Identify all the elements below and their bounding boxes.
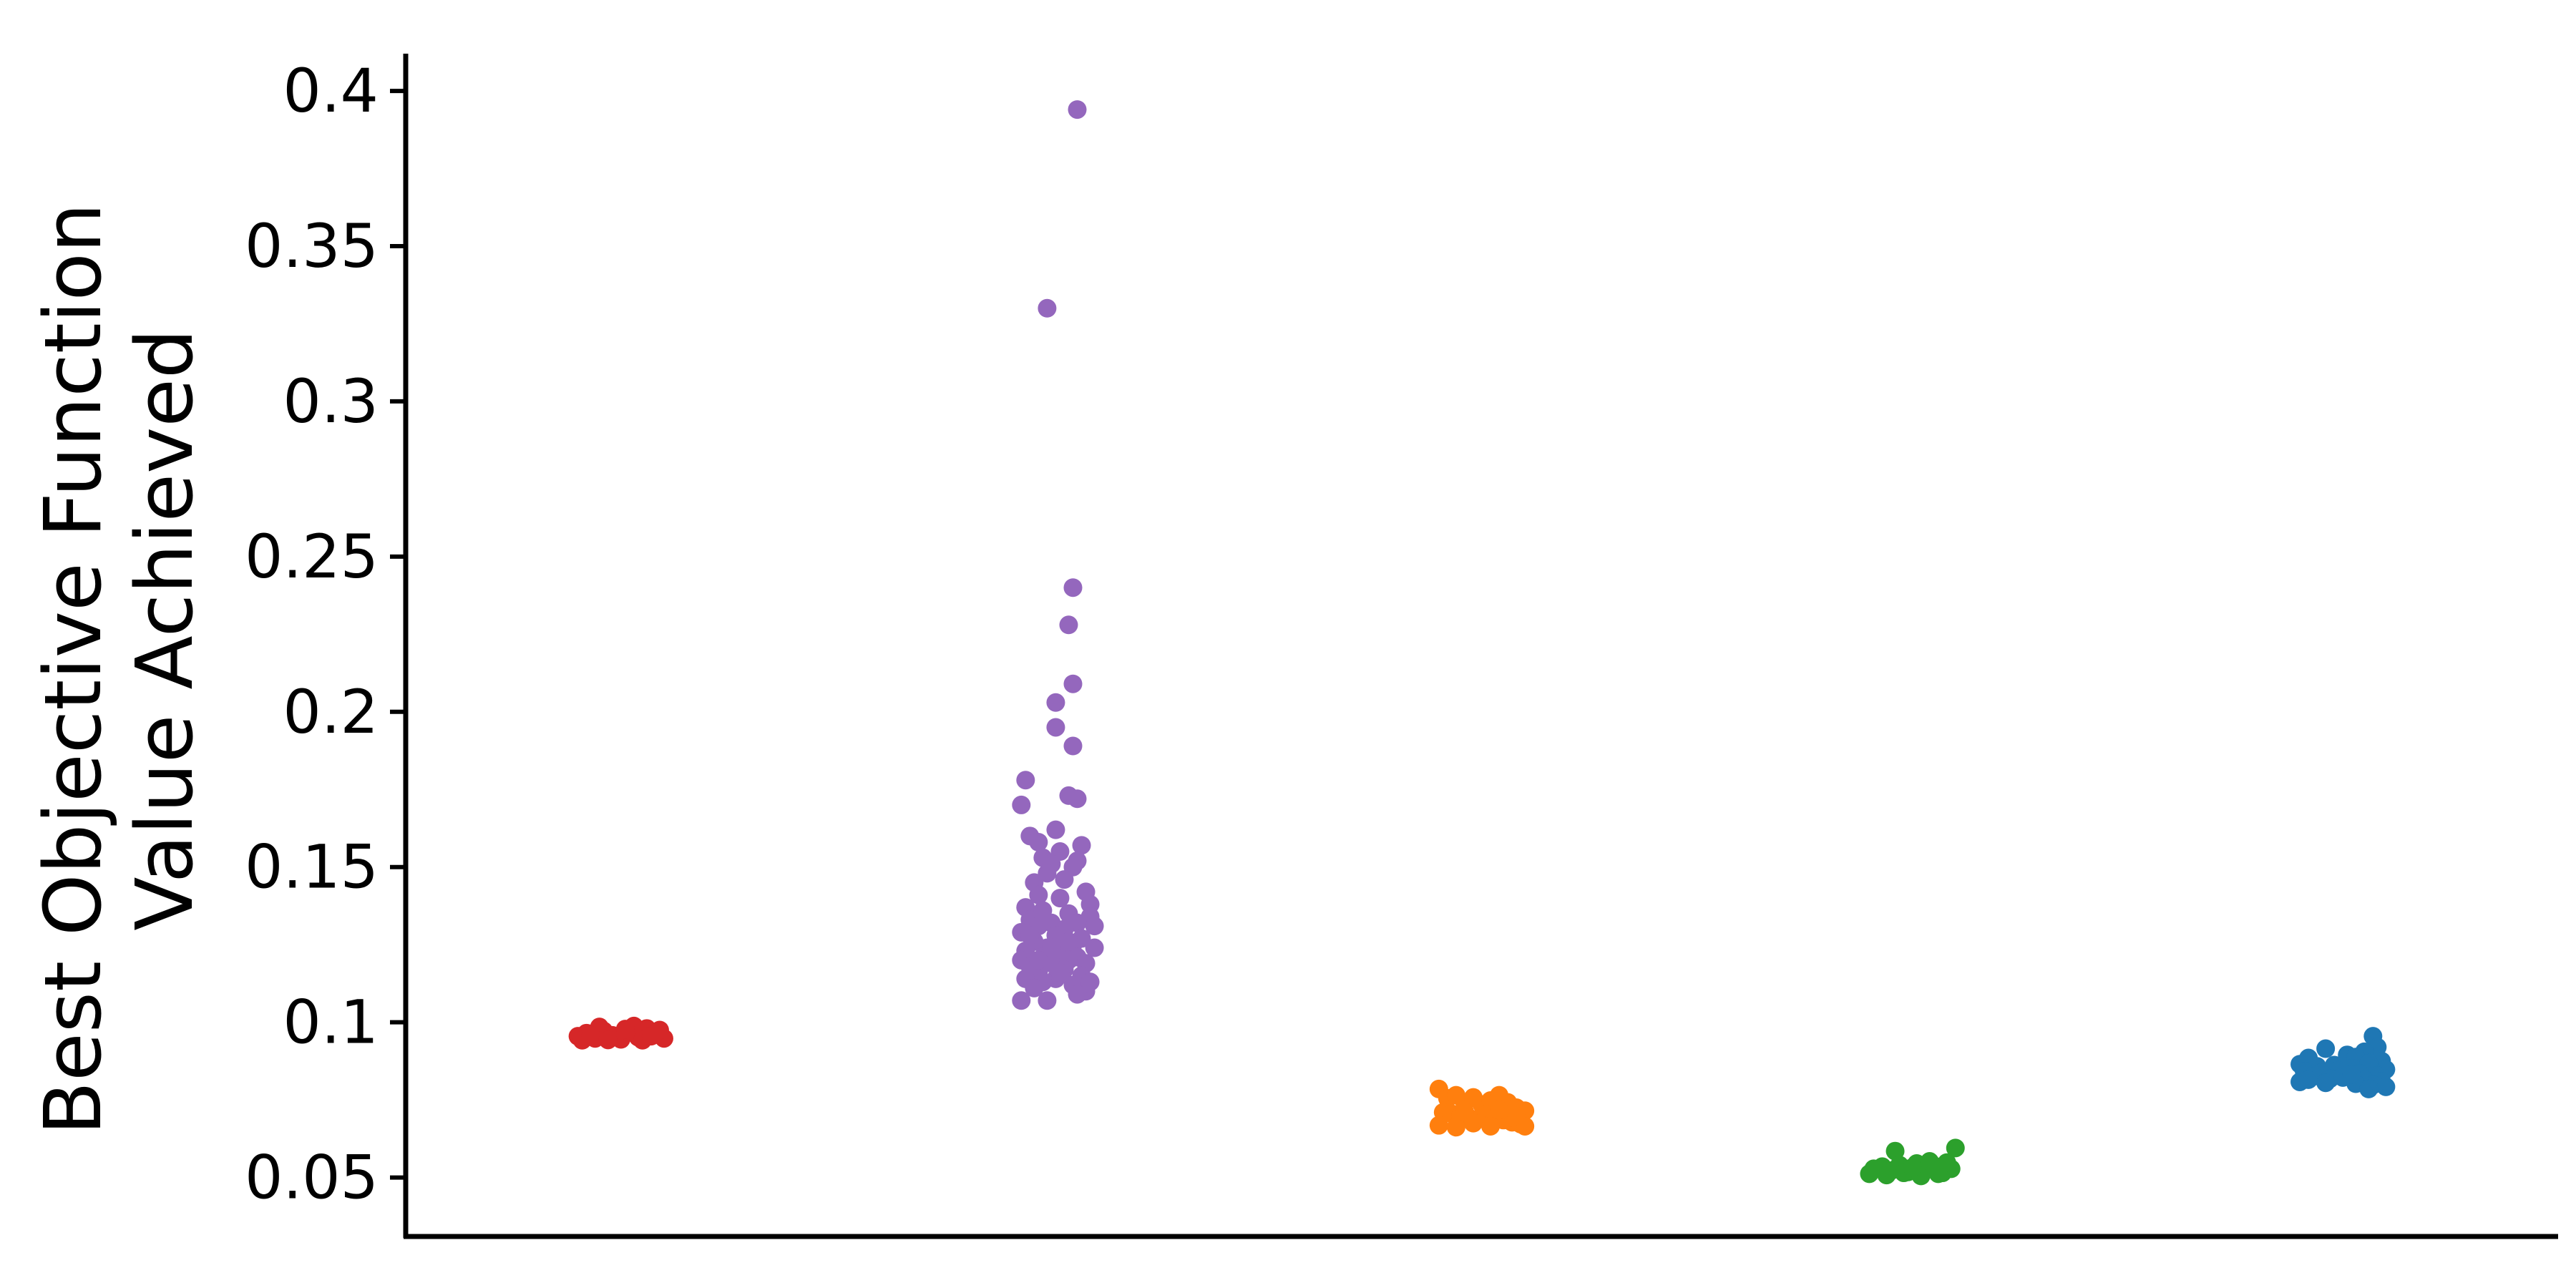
data-point <box>1046 693 1065 712</box>
data-point <box>1050 963 1070 982</box>
data-point <box>1068 985 1087 1004</box>
data-point <box>1080 972 1100 992</box>
data-point <box>641 1027 660 1046</box>
data-point <box>2376 1077 2396 1096</box>
y-tick-label: 0.05 <box>245 1143 379 1213</box>
series-0-points <box>568 1016 673 1050</box>
data-point <box>1072 836 1091 855</box>
data-point <box>581 1025 600 1045</box>
y-tick-label: 0.2 <box>283 677 379 747</box>
data-point <box>1016 771 1035 790</box>
data-point <box>1059 932 1078 951</box>
data-point <box>1507 1106 1526 1126</box>
data-point <box>1446 1118 1465 1137</box>
y-tick-label: 0.35 <box>245 211 379 281</box>
data-point <box>598 1030 618 1050</box>
data-point <box>1946 1138 1965 1158</box>
y-tick-label: 0.4 <box>283 56 379 126</box>
data-point <box>1055 870 1074 889</box>
data-point <box>1012 991 1031 1010</box>
y-tick-label: 0.25 <box>245 522 379 592</box>
data-point <box>1029 833 1048 852</box>
data-point <box>1085 917 1104 936</box>
data-point <box>1481 1116 1501 1136</box>
y-tick-label: 0.1 <box>283 987 379 1058</box>
data-point <box>1860 1164 1879 1184</box>
data-point <box>615 1020 635 1039</box>
data-point <box>1046 820 1065 839</box>
y-axis-title: Best Objective Function Value Achieved <box>27 203 210 1136</box>
data-point <box>1012 795 1031 814</box>
data-point <box>2316 1039 2336 1058</box>
data-points <box>568 100 2396 1186</box>
y-tick-label: 0.15 <box>245 832 379 902</box>
y-axis-title-line-1: Best Objective Function <box>27 203 119 1136</box>
data-point <box>1029 885 1048 904</box>
series-4-points <box>2290 1027 2396 1098</box>
data-point <box>1068 789 1087 809</box>
data-point <box>2359 1079 2379 1098</box>
data-point <box>1877 1166 1896 1185</box>
data-point <box>1068 100 1087 119</box>
data-point <box>1038 864 1057 883</box>
data-point <box>1903 1158 1922 1177</box>
data-point <box>1937 1153 1956 1172</box>
data-point <box>1020 926 1040 945</box>
data-point <box>2299 1070 2318 1089</box>
data-point <box>2342 1065 2361 1084</box>
data-point <box>1085 938 1104 957</box>
data-point <box>1490 1100 1509 1119</box>
series-1-points <box>1012 100 1104 1010</box>
series-3-points <box>1860 1138 1965 1186</box>
data-point <box>1885 1141 1905 1161</box>
data-point <box>1063 736 1083 756</box>
series-2-points <box>1429 1079 1535 1137</box>
data-point <box>1455 1102 1474 1121</box>
data-point <box>1050 889 1070 908</box>
y-tick-label: 0.3 <box>283 366 379 436</box>
data-point <box>2316 1073 2336 1093</box>
data-point <box>1025 978 1044 997</box>
data-point <box>1046 718 1065 737</box>
y-axis-title-line-2: Value Achieved <box>119 328 210 930</box>
y-axis-ticks: 0.05 0.1 0.15 0.2 0.25 0.3 0.35 0.4 <box>245 56 406 1213</box>
data-point <box>1063 674 1083 693</box>
data-point <box>1429 1116 1448 1135</box>
data-point <box>1063 578 1083 597</box>
data-point <box>1038 991 1057 1010</box>
data-point <box>1059 615 1078 635</box>
data-point <box>1038 298 1057 318</box>
data-point <box>1042 938 1061 957</box>
data-point <box>1029 950 1048 970</box>
data-point <box>1920 1152 1939 1171</box>
